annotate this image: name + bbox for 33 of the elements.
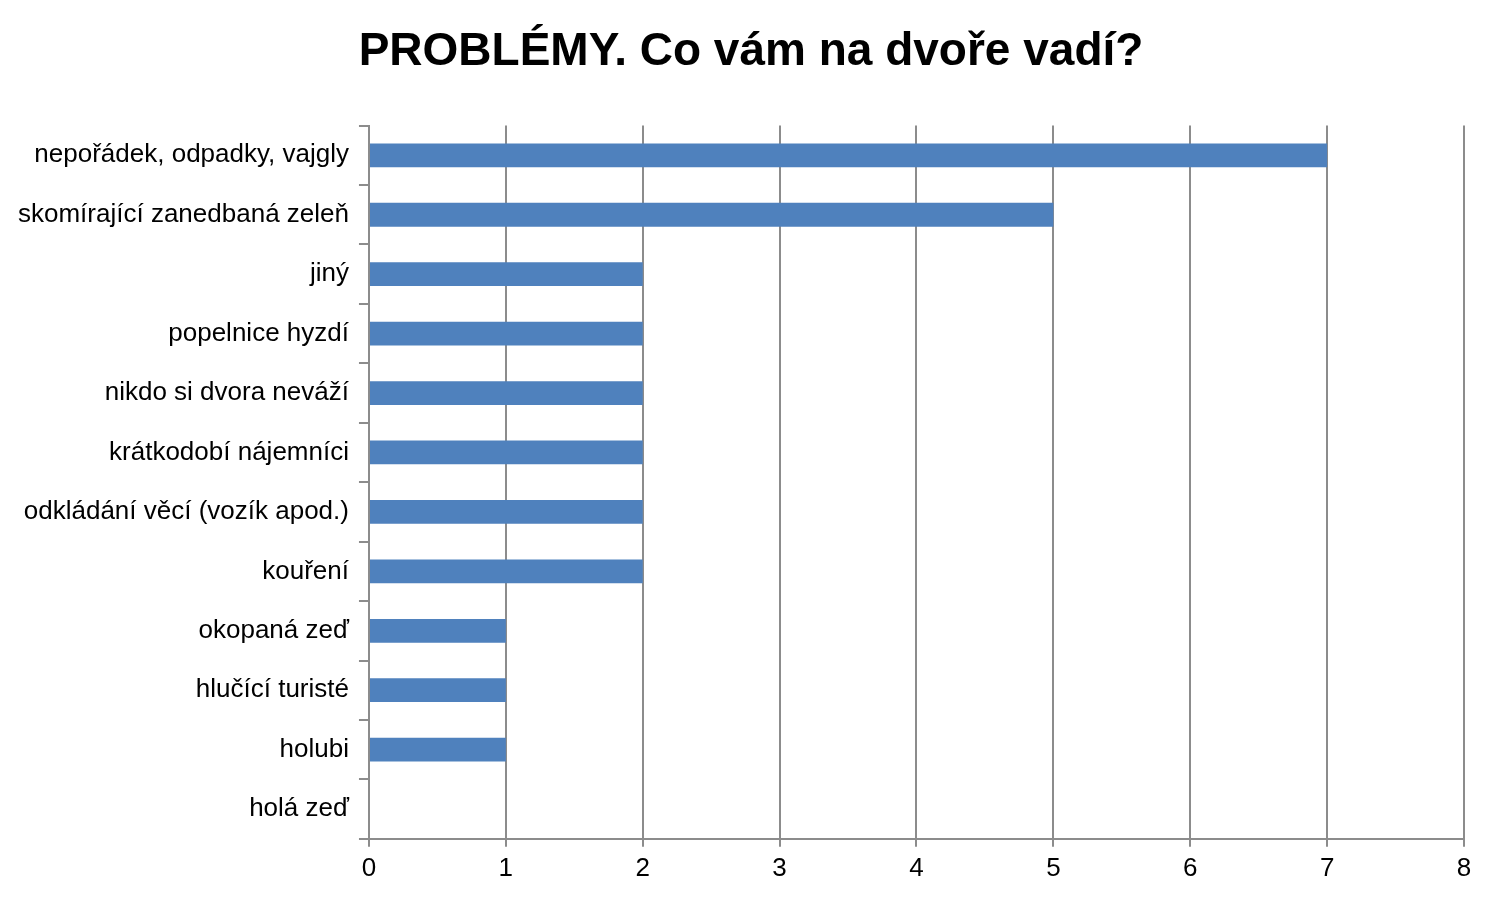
y-tick-label: nikdo si dvora neváží [104,376,350,407]
y-tick-label: okopaná zeď [198,613,350,644]
bar [369,143,1328,168]
chart-title: PROBLÉMY. Co vám na dvoře vadí? [357,22,1145,76]
y-tick-label: nepořádek, odpadky, vajgly [34,138,349,169]
x-tick-label: 8 [1456,851,1472,882]
y-tick-label: hlučící turisté [195,673,349,704]
x-tick-label: 5 [1046,851,1061,882]
x-tick-label: 2 [635,851,650,882]
bar [369,262,643,287]
bar [369,618,506,643]
x-tick-label: 0 [361,851,377,882]
x-tick-label: 4 [909,851,924,882]
bar [369,737,506,762]
y-tick-label: odkládání věcí (vozík apod.) [23,495,349,526]
bar [369,202,1054,227]
y-tick-label: kouření [262,554,350,585]
bar [369,440,643,465]
x-tick-label: 1 [498,851,514,882]
bar [369,678,506,703]
y-tick-label: holubi [279,732,349,763]
x-tick-label: 6 [1183,851,1198,882]
y-tick-label: popelnice hyzdí [168,316,350,347]
x-tick-label: 3 [772,851,787,882]
bar [369,559,643,584]
bar [369,381,643,405]
bar [369,500,643,524]
bar [369,321,643,346]
y-tick-label: krátkodobí nájemníci [109,435,349,466]
y-tick-label: jiný [308,257,349,288]
y-tick-label: holá zeď [249,792,350,823]
x-tick-label: 7 [1319,851,1335,882]
y-tick-label: skomírající zanedbaná zeleň [18,197,349,228]
